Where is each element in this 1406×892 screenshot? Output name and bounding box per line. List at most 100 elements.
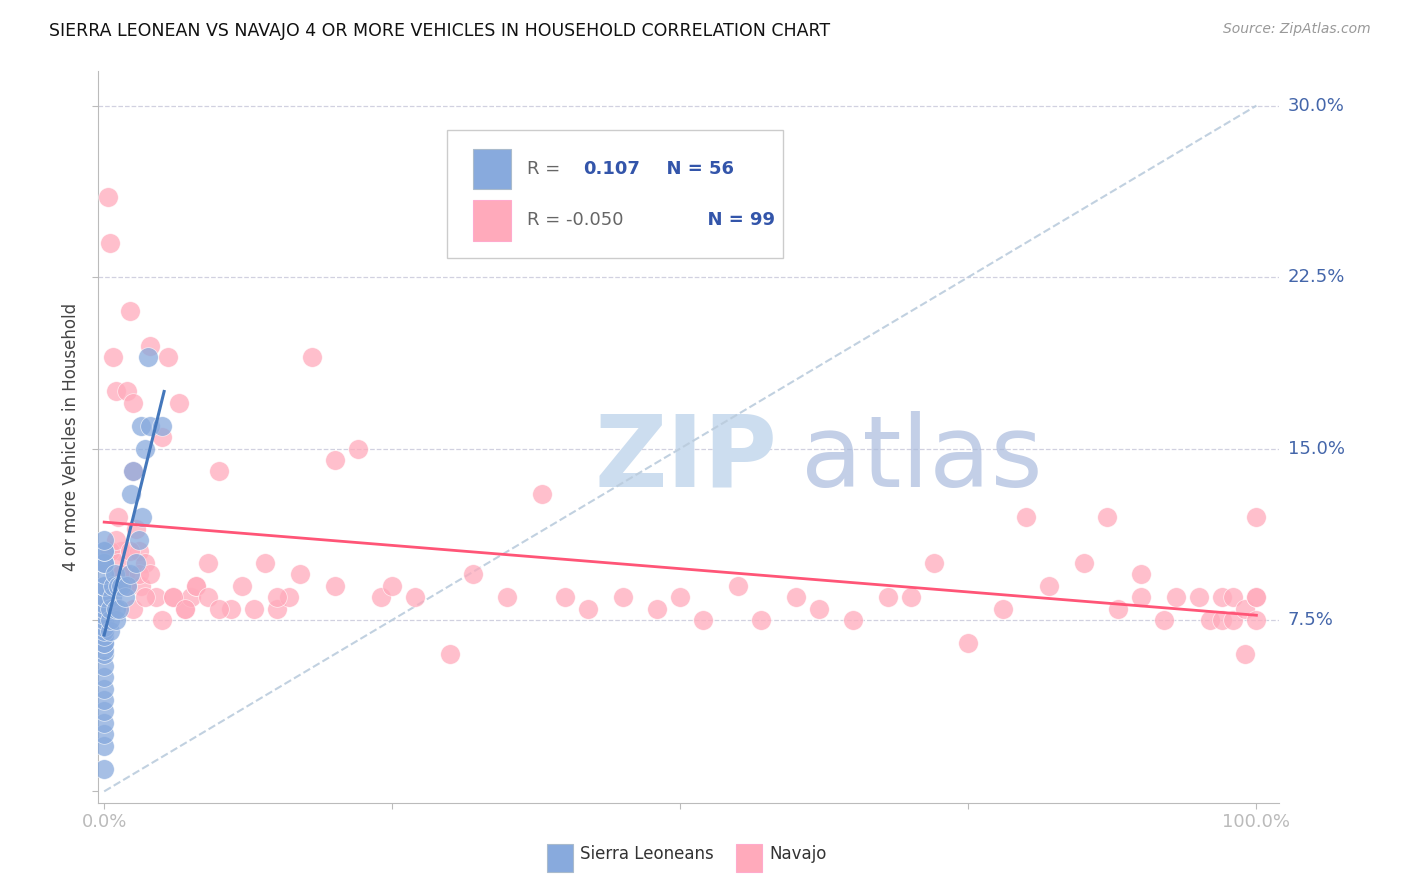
Point — [103, 350, 125, 364]
Point — [101, 590, 124, 604]
Point — [93, 601, 115, 615]
Point — [876, 590, 898, 604]
Point — [128, 567, 150, 582]
Point — [93, 556, 115, 570]
Point — [93, 629, 115, 643]
Text: 7.5%: 7.5% — [1288, 611, 1334, 629]
Point — [100, 601, 122, 615]
Point — [122, 601, 145, 615]
Point — [346, 442, 368, 456]
Point — [93, 556, 115, 570]
Point — [1130, 590, 1153, 604]
Point — [145, 590, 167, 604]
Point — [131, 510, 153, 524]
Point — [162, 590, 184, 604]
Point — [93, 556, 115, 570]
Point — [98, 624, 121, 639]
Text: Sierra Leoneans: Sierra Leoneans — [581, 845, 714, 863]
Point — [93, 544, 115, 558]
Point — [554, 590, 576, 604]
Point — [1222, 590, 1244, 604]
Point — [404, 590, 426, 604]
Point — [749, 613, 772, 627]
Point — [167, 396, 190, 410]
Point — [208, 464, 231, 478]
Point — [93, 544, 115, 558]
Point — [231, 579, 253, 593]
Point — [173, 601, 195, 615]
Point — [122, 464, 145, 478]
Point — [98, 601, 121, 615]
Point — [129, 579, 152, 593]
Point — [104, 533, 127, 547]
Point — [110, 579, 132, 593]
Point — [439, 647, 461, 661]
Text: 0.107: 0.107 — [582, 160, 640, 178]
Point — [98, 544, 121, 558]
Point — [900, 590, 922, 604]
Point — [150, 430, 173, 444]
Point — [93, 597, 115, 611]
Point — [93, 762, 115, 776]
Point — [107, 510, 129, 524]
Point — [1246, 590, 1268, 604]
Point — [120, 487, 142, 501]
Point — [93, 608, 115, 623]
Point — [370, 590, 392, 604]
Point — [93, 658, 115, 673]
Point — [134, 590, 156, 604]
Point — [1233, 601, 1256, 615]
Point — [1153, 613, 1175, 627]
Point — [122, 396, 145, 410]
Point — [266, 601, 288, 615]
Point — [93, 642, 115, 657]
Point — [266, 590, 288, 604]
Text: 30.0%: 30.0% — [1288, 96, 1344, 115]
Text: SIERRA LEONEAN VS NAVAJO 4 OR MORE VEHICLES IN HOUSEHOLD CORRELATION CHART: SIERRA LEONEAN VS NAVAJO 4 OR MORE VEHIC… — [49, 22, 831, 40]
Point — [461, 567, 484, 582]
Point — [122, 464, 145, 478]
Point — [1073, 556, 1095, 570]
Point — [197, 590, 219, 604]
Point — [173, 601, 195, 615]
Point — [139, 418, 162, 433]
Point — [1038, 579, 1060, 593]
Point — [1130, 567, 1153, 582]
Point — [93, 579, 115, 593]
FancyBboxPatch shape — [447, 130, 783, 258]
Point — [807, 601, 830, 615]
Point — [208, 601, 231, 615]
Point — [97, 190, 120, 204]
Point — [1015, 510, 1038, 524]
Point — [93, 620, 115, 634]
Point — [104, 601, 127, 615]
Point — [107, 579, 129, 593]
Point — [93, 715, 115, 730]
Point — [108, 601, 131, 615]
Point — [128, 533, 150, 547]
Point — [115, 579, 138, 593]
Text: atlas: atlas — [801, 410, 1043, 508]
Point — [98, 613, 121, 627]
Text: N = 99: N = 99 — [695, 211, 775, 229]
Point — [93, 533, 115, 547]
Point — [115, 384, 138, 399]
Point — [991, 601, 1014, 615]
Point — [104, 613, 127, 627]
Text: R =: R = — [527, 160, 572, 178]
Y-axis label: 4 or more Vehicles in Household: 4 or more Vehicles in Household — [62, 303, 80, 571]
Point — [727, 579, 749, 593]
Point — [128, 544, 150, 558]
Point — [114, 590, 136, 604]
Point — [125, 556, 148, 570]
Point — [301, 350, 323, 364]
Point — [612, 590, 634, 604]
Point — [93, 624, 115, 639]
Point — [785, 590, 807, 604]
Text: 15.0%: 15.0% — [1288, 440, 1344, 458]
Point — [125, 521, 148, 535]
Point — [156, 350, 179, 364]
Point — [115, 579, 138, 593]
Point — [93, 579, 115, 593]
Point — [186, 579, 208, 593]
